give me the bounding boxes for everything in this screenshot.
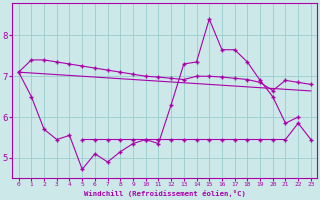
- X-axis label: Windchill (Refroidissement éolien,°C): Windchill (Refroidissement éolien,°C): [84, 190, 246, 197]
